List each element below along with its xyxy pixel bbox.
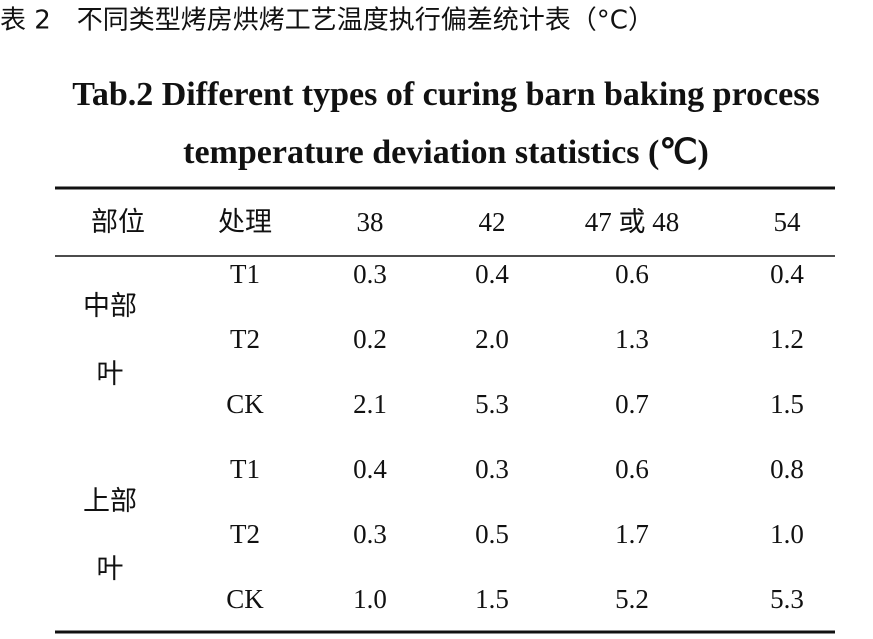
cell: CK — [226, 389, 264, 419]
cell: T1 — [230, 454, 260, 484]
cell: 5.3 — [475, 389, 509, 419]
cell: 1.5 — [770, 389, 804, 419]
column-header: 38 — [357, 207, 384, 237]
cell: 1.2 — [770, 324, 804, 354]
cell: 5.3 — [770, 584, 804, 614]
group-label: 叶 — [97, 554, 124, 584]
cell: 1.0 — [770, 519, 804, 549]
cell: 0.6 — [615, 259, 649, 289]
cell: 1.5 — [475, 584, 509, 614]
column-header: 处理 — [218, 207, 272, 237]
cell: 0.3 — [475, 454, 509, 484]
cell: 0.6 — [615, 454, 649, 484]
title: 表 2 不同类型烤房烘烤工艺温度执行偏差统计表（°C） — [0, 6, 654, 36]
group-label: 中部 — [83, 291, 137, 321]
cell: 2.0 — [475, 324, 509, 354]
column-header: 54 — [774, 207, 802, 237]
cell: 0.3 — [353, 519, 387, 549]
group-label: 上部 — [83, 486, 137, 516]
cell: 5.2 — [615, 584, 649, 614]
group-label: 叶 — [97, 359, 124, 389]
cell: CK — [226, 584, 264, 614]
cell: 0.2 — [353, 324, 387, 354]
cell: 0.7 — [615, 389, 649, 419]
cell: 0.8 — [770, 454, 804, 484]
column-header: 部位 — [91, 207, 145, 237]
column-header: 47 或 48 — [585, 207, 680, 237]
cell: 0.4 — [770, 259, 804, 289]
cell: 0.3 — [353, 259, 387, 289]
cell: 1.3 — [615, 324, 649, 354]
cell: T2 — [230, 324, 260, 354]
cell: 1.0 — [353, 584, 387, 614]
cell: T1 — [230, 259, 260, 289]
column-header: 42 — [479, 207, 506, 237]
cell: 2.1 — [353, 389, 387, 419]
title-en: Tab.2 Different types of curing barn bak… — [72, 76, 819, 113]
title-en: temperature deviation statistics (℃) — [183, 134, 709, 171]
cell: T2 — [230, 519, 260, 549]
cell: 1.7 — [615, 519, 649, 549]
cell: 0.4 — [475, 259, 509, 289]
cell: 0.5 — [475, 519, 509, 549]
cell: 0.4 — [353, 454, 387, 484]
